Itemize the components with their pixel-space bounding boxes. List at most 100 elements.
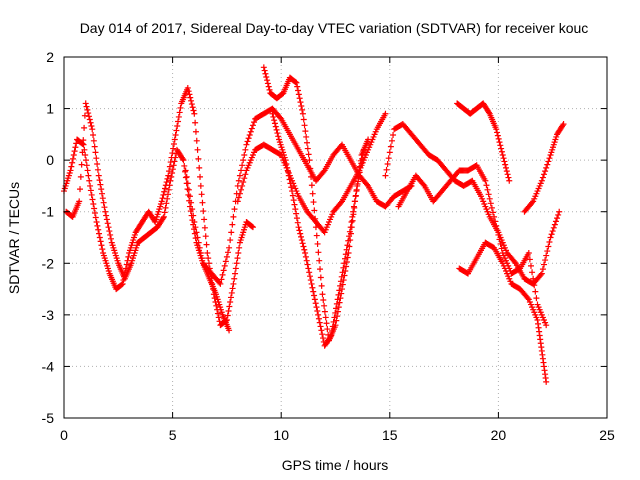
data-point [231,206,238,213]
data-point [308,280,315,287]
data-point [68,163,75,170]
data-point [309,190,316,197]
series-9 [454,100,513,184]
data-point [94,161,101,168]
data-point [339,286,346,293]
data-point [91,210,98,217]
data-point [290,197,297,204]
data-point [168,173,175,180]
data-point [230,213,237,220]
data-point [218,276,225,283]
data-point [161,185,168,192]
data-point [532,288,539,295]
data-point [192,224,199,231]
data-point [265,83,272,90]
data-point [171,136,178,143]
data-point [239,162,246,169]
data-point [165,172,172,179]
data-point [125,253,132,260]
data-point [162,204,169,211]
data-point [260,64,267,71]
data-point [365,136,372,143]
data-point [228,289,235,296]
data-point [339,269,346,276]
data-point [188,101,195,108]
data-point [84,167,91,174]
data-point [197,182,204,189]
data-point [195,239,202,246]
y-tick-label: 1 [46,101,54,117]
data-point [190,212,197,219]
data-point [332,322,339,329]
data-point [551,221,558,228]
data-point [289,188,296,195]
data-point [227,294,234,301]
data-point [298,233,305,240]
data-point [184,180,191,187]
data-point [307,277,314,284]
data-point [194,146,201,153]
series-11 [521,121,567,215]
data-point [316,319,323,326]
data-point [96,230,103,237]
data-point [76,198,83,205]
data-point [319,331,326,338]
data-point [485,191,492,198]
data-point [552,218,559,225]
data-point [526,256,533,263]
data-point [160,215,167,222]
data-point [306,273,313,280]
data-point [90,200,97,207]
data-point [85,113,92,120]
data-point [559,122,566,129]
data-point [525,249,532,256]
data-point [334,296,341,303]
data-point [348,219,355,226]
data-point [169,150,176,157]
data-point [420,181,427,188]
data-point [544,248,551,255]
x-tick-label: 15 [382,427,398,443]
data-point [275,133,282,140]
data-point [308,182,315,189]
data-point [77,186,84,193]
data-point [160,191,167,198]
data-point [160,213,167,220]
data-point [339,281,346,288]
data-point [321,308,328,315]
data-point [382,110,389,117]
data-point [299,240,306,247]
data-point [191,110,198,117]
data-point [86,177,93,184]
data-point [249,122,256,129]
data-point [170,145,177,152]
data-point [175,118,182,125]
data-point [305,151,312,158]
data-point [264,77,271,84]
data-point [107,235,114,242]
data-point [384,161,391,168]
data-point [285,172,292,179]
data-point [249,223,256,230]
data-point [359,151,366,158]
data-point [350,208,357,215]
data-point [231,275,238,282]
data-point [352,193,359,200]
data-point [217,280,224,287]
data-point [215,314,222,321]
data-point [494,227,501,234]
data-point [236,190,243,197]
data-point [324,326,331,333]
data-point [216,279,223,286]
data-point [96,177,103,184]
data-point [241,151,248,158]
data-point [283,161,290,168]
data-point [336,299,343,306]
data-point [344,254,351,261]
plot-frame [63,56,608,419]
data-point [235,194,242,201]
data-point [284,168,291,175]
data-point [315,311,322,318]
data-point [235,177,242,184]
